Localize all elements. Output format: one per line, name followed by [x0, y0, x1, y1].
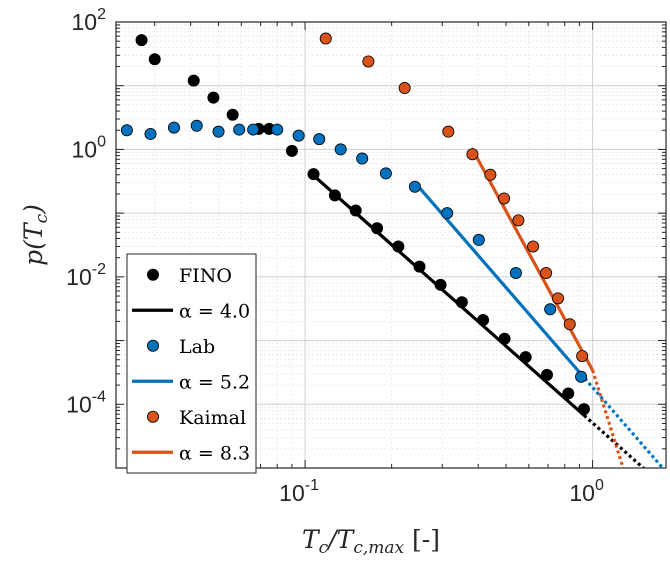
point-lab-0: [120, 124, 133, 137]
fit-extension-1: [583, 414, 646, 468]
legend-label-0: FINO: [179, 265, 232, 287]
legend-label-2: Lab: [179, 336, 215, 358]
point-lab-8: [292, 129, 305, 142]
legend-marker-2: [146, 339, 159, 352]
point-fino-2: [187, 74, 200, 87]
legend-label-1: α = 4.0: [179, 300, 250, 322]
point-lab-15: [472, 233, 485, 246]
fit-line-5: [470, 147, 595, 372]
point-lab-7: [271, 123, 284, 136]
point-kaimal-12: [576, 350, 589, 363]
point-kaimal-0: [319, 32, 332, 45]
y-tick-label: 10-2: [66, 261, 106, 290]
axis-labels: Tc/Tc,max [-] p(Tc): [19, 204, 440, 558]
point-kaimal-11: [563, 318, 576, 331]
point-fino-3: [207, 91, 220, 104]
point-lab-3: [190, 119, 203, 132]
point-lab-11: [356, 152, 369, 165]
point-lab-13: [408, 180, 421, 193]
y-tick-label: 100: [72, 133, 107, 162]
point-fino-16: [477, 314, 490, 327]
point-fino-0: [135, 34, 148, 47]
point-lab-17: [544, 303, 557, 316]
point-fino-18: [519, 351, 532, 364]
tick-marks: [116, 21, 666, 469]
point-fino-20: [562, 387, 575, 400]
legend-marker-0: [146, 268, 159, 281]
legend-label-5: α = 8.3: [179, 442, 250, 464]
point-lab-4: [212, 125, 225, 138]
legend-box: [126, 253, 257, 474]
point-lab-12: [379, 167, 392, 180]
point-fino-14: [434, 278, 447, 291]
legend-label-3: α = 5.2: [179, 371, 250, 393]
point-kaimal-2: [398, 82, 411, 95]
point-lab-16: [509, 266, 522, 279]
x-axis-label: Tc/Tc,max [-]: [302, 525, 440, 557]
point-lab-6: [247, 123, 260, 136]
point-kaimal-1: [362, 55, 375, 68]
data-points: [120, 32, 590, 416]
x-tick-label: 100: [569, 477, 604, 506]
point-fino-1: [148, 53, 161, 66]
point-kaimal-4: [466, 148, 479, 161]
y-axis-label: p(Tc): [19, 204, 52, 266]
point-fino-21: [577, 403, 590, 416]
point-fino-12: [392, 240, 405, 253]
point-fino-7: [285, 144, 298, 157]
point-kaimal-10: [552, 292, 565, 305]
fit-line-3: [418, 186, 587, 380]
legend: FINO α = 4.0 Lab α = 5.2 Kaimal α = 8.3: [126, 253, 257, 474]
legend-label-4: Kaimal: [179, 407, 246, 429]
point-lab-2: [167, 121, 180, 134]
point-lab-9: [313, 133, 326, 146]
point-fino-8: [307, 168, 320, 181]
x-tick-label: 10-1: [279, 477, 319, 506]
point-kaimal-9: [540, 266, 553, 279]
point-lab-10: [334, 143, 347, 156]
fit-extension-3: [583, 377, 664, 468]
point-kaimal-7: [512, 214, 525, 227]
y-tick-label: 10-4: [66, 388, 106, 417]
point-kaimal-6: [498, 192, 511, 205]
legend-marker-4: [146, 410, 159, 423]
point-fino-11: [371, 222, 384, 235]
axes-box: [115, 21, 667, 469]
point-kaimal-5: [484, 168, 497, 181]
point-fino-10: [349, 204, 362, 217]
point-kaimal-8: [527, 240, 540, 253]
point-fino-15: [455, 296, 468, 309]
fit-extension-5: [591, 369, 625, 468]
point-lab-18: [575, 370, 588, 383]
point-lab-1: [144, 127, 157, 140]
point-fino-9: [328, 189, 341, 202]
point-fino-13: [413, 260, 426, 273]
point-fino-19: [540, 368, 553, 381]
point-fino-17: [498, 332, 511, 345]
point-kaimal-3: [442, 125, 455, 138]
tick-labels: 102 100 10-2 10-4 10-1 100: [66, 6, 604, 506]
y-tick-label: 102: [72, 6, 107, 35]
point-fino-4: [226, 108, 239, 121]
point-lab-5: [233, 123, 246, 136]
point-lab-14: [441, 207, 454, 220]
